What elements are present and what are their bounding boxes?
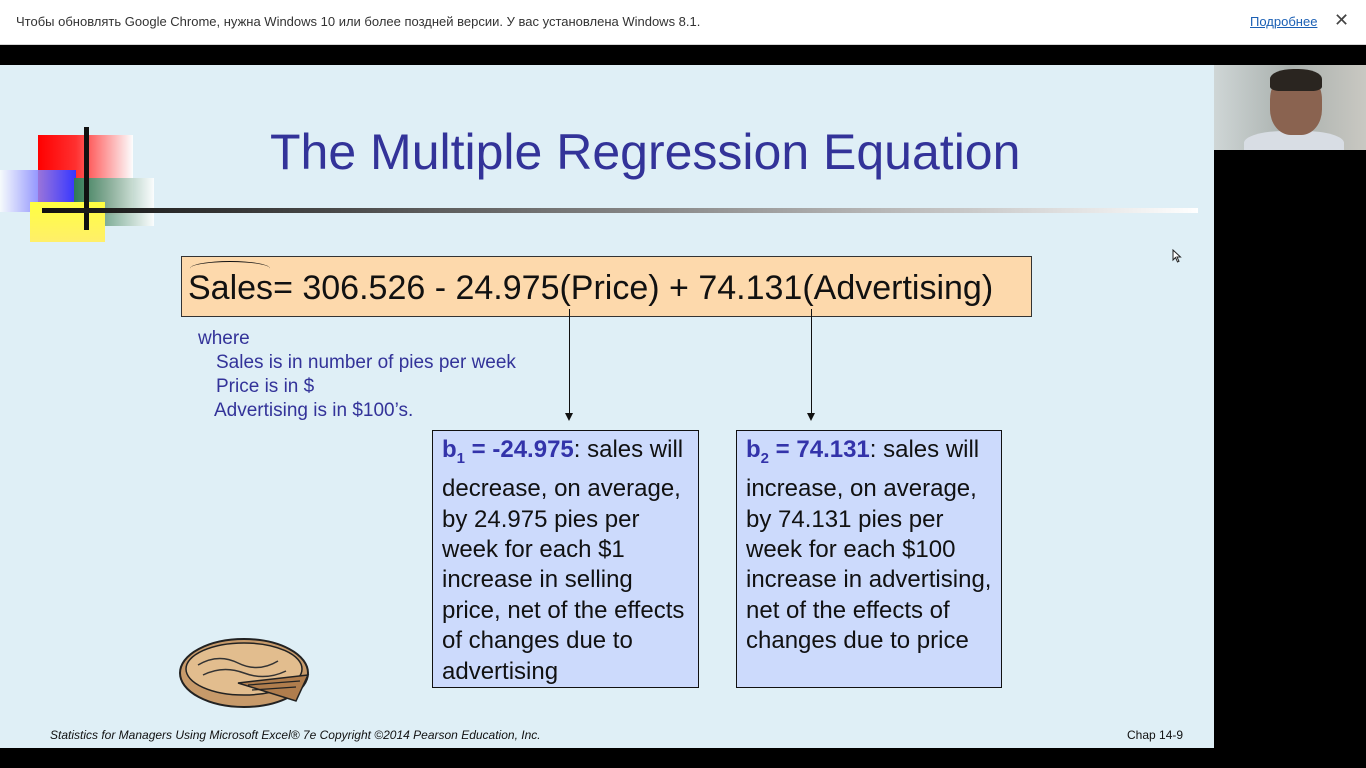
mouse-cursor-icon <box>1172 249 1182 263</box>
where-label: where <box>198 328 250 349</box>
pie-icon <box>179 638 310 708</box>
update-infobar: Чтобы обновлять Google Chrome, нужна Win… <box>0 0 1366 45</box>
b2-coefficient: b2 = 74.131 <box>746 436 870 467</box>
slide-title: The Multiple Regression Equation <box>270 124 1021 180</box>
arrow-to-b1 <box>565 309 573 421</box>
infobar-message: Чтобы обновлять Google Chrome, нужна Win… <box>16 14 701 29</box>
slide-number: Chap 14-9 <box>1127 728 1184 742</box>
equation-rhs: = 306.526 - 24.975(Price) + 74.131(Adver… <box>273 269 994 307</box>
b2-explanation-text: : sales will increase, on average, by 74… <box>746 436 992 655</box>
regression-equation-box: Sales= 306.526 - 24.975(Price) + 74.131(… <box>181 256 1032 317</box>
regression-equation: Sales= 306.526 - 24.975(Price) + 74.131(… <box>188 261 994 308</box>
definition-price: Price is in $ <box>216 376 315 397</box>
decor-vertical-line <box>84 127 89 230</box>
copyright-footer: Statistics for Managers Using Microsoft … <box>50 728 541 742</box>
presenter-hair <box>1270 69 1322 91</box>
hat-symbol <box>190 261 270 276</box>
definition-sales: Sales is in number of pies per week <box>216 352 516 373</box>
presentation-slide: The Multiple Regression Equation Sales= … <box>0 65 1214 748</box>
b1-coefficient: b1 = -24.975 <box>442 436 574 467</box>
presenter-shirt <box>1244 131 1344 150</box>
close-icon[interactable]: ✕ <box>1334 10 1350 30</box>
b1-explanation-box: b1 = -24.975: sales will decrease, on av… <box>432 430 699 688</box>
webcam-video-feed <box>1214 65 1366 150</box>
arrow-to-b2 <box>807 309 815 421</box>
b1-explanation-text: : sales will decrease, on average, by 24… <box>442 436 685 685</box>
title-underline <box>42 208 1198 213</box>
learn-more-link[interactable]: Подробнее <box>1250 14 1318 29</box>
definition-advertising: Advertising is in $100’s. <box>214 400 414 421</box>
b2-explanation-box: b2 = 74.131: sales will increase, on ave… <box>736 430 1002 688</box>
